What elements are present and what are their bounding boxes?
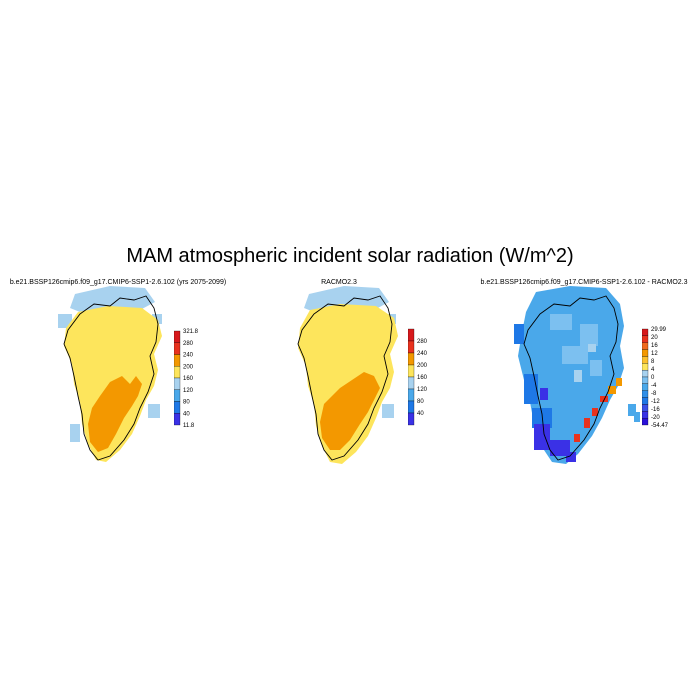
colorbar-segment <box>408 328 415 342</box>
diff-islands <box>628 404 640 422</box>
colorbar-segment <box>642 397 649 405</box>
panel-title-obs: RACMO2.3 <box>321 279 357 286</box>
diff-light-patches <box>550 314 602 376</box>
colorbar-tick-label: 321.8 <box>183 329 199 335</box>
colorbar-tick-label: 40 <box>417 411 424 417</box>
colorbar-tick-label: 12 <box>651 351 658 357</box>
colorbar-segment <box>642 349 649 357</box>
colorbar-tick-label: 80 <box>183 400 190 406</box>
colorbar-tick-label: 20 <box>651 335 658 341</box>
colorbar-segment <box>642 363 649 371</box>
colorbar-tick-label: 160 <box>417 375 428 381</box>
colorbar-segment <box>408 376 415 390</box>
colorbar-segment <box>174 401 181 414</box>
diff-purple-edges <box>534 388 576 462</box>
colorbar-diff: 29.99 20 16 12 8 4 0 -4 -8 -12 -16 -20 -54.47 <box>642 327 669 428</box>
colorbar-tick-label: 280 <box>417 339 428 345</box>
diff-orange-coast <box>608 378 622 394</box>
colorbar-tick-label: 280 <box>183 341 194 347</box>
colorbar-model: 321.8 280 240 200 160 120 80 40 11.8 <box>174 329 199 428</box>
map-panel-diff <box>514 286 640 464</box>
map-panel-model <box>58 286 162 462</box>
region-north-low <box>58 286 162 442</box>
colorbar-segment <box>408 400 415 414</box>
coastline <box>523 295 619 461</box>
colorbar-segment <box>642 356 649 364</box>
colorbar-segment <box>408 388 415 402</box>
colorbar-segment <box>642 369 649 378</box>
colorbar-tick-label: 120 <box>183 388 194 394</box>
colorbar-segment <box>174 413 181 426</box>
colorbar-segment <box>174 366 181 379</box>
map-panel-obs <box>297 286 398 464</box>
colorbar-obs: 280 240 200 160 120 80 40 <box>408 328 428 426</box>
colorbar-tick-label: 240 <box>417 351 428 357</box>
ice-sheet-south-orange <box>320 372 380 450</box>
colorbar-segment <box>408 340 415 354</box>
colorbar-tick-label: 80 <box>417 399 424 405</box>
colorbar-tick-label: 40 <box>183 411 190 417</box>
figure-title: MAM atmospheric incident solar radiation… <box>126 245 574 267</box>
colorbar-tick-label: -16 <box>651 407 660 413</box>
ice-sheet-south-orange <box>88 376 142 452</box>
colorbar-segment <box>174 354 181 367</box>
colorbar-segment <box>642 383 649 391</box>
colorbar-segment <box>642 404 649 412</box>
colorbar-segment <box>642 417 649 426</box>
colorbar-segment <box>642 411 649 419</box>
colorbar-segment <box>174 377 181 390</box>
colorbar-segment <box>642 390 649 398</box>
coastline <box>63 295 159 461</box>
panel-title-diff: b.e21.BSSP126cmip6.f09_g17.CMIP6-SSP1-2.… <box>480 279 688 286</box>
colorbar-tick-label: -8 <box>651 391 657 397</box>
colorbar-tick-label: -54.47 <box>651 423 669 428</box>
colorbar-segment <box>642 342 649 350</box>
colorbar-tick-label: 16 <box>651 343 658 349</box>
colorbar-tick-label: 200 <box>183 364 194 370</box>
colorbar-tick-label: 200 <box>417 363 428 369</box>
colorbar-segment <box>174 342 181 355</box>
colorbar-tick-label: 4 <box>651 367 655 373</box>
colorbar-tick-label: -20 <box>651 415 660 421</box>
colorbar-segment <box>642 328 649 337</box>
colorbar-tick-label: 8 <box>651 359 655 365</box>
panel-title-model: b.e21.BSSP126cmip6.f09_g17.CMIP6-SSP1-2.… <box>9 279 227 286</box>
colorbar-segment <box>174 330 181 343</box>
coastline <box>297 295 393 461</box>
colorbar-tick-label: 29.99 <box>651 327 667 333</box>
colorbar-tick-label: 240 <box>183 353 194 359</box>
colorbar-segment <box>642 376 649 385</box>
colorbar-segment <box>408 352 415 366</box>
colorbar-tick-label: 11.8 <box>183 423 195 428</box>
colorbar-tick-label: -12 <box>651 399 660 405</box>
colorbar-tick-label: 0 <box>651 375 655 381</box>
colorbar-segment <box>642 335 649 343</box>
colorbar-segment <box>408 364 415 378</box>
diff-lightest-patches <box>574 344 596 382</box>
colorbar-segment <box>174 389 181 402</box>
colorbar-segment <box>408 412 415 426</box>
colorbar-tick-label: -4 <box>651 383 657 389</box>
colorbar-tick-label: 120 <box>417 387 428 393</box>
colorbar-tick-label: 160 <box>183 376 194 382</box>
